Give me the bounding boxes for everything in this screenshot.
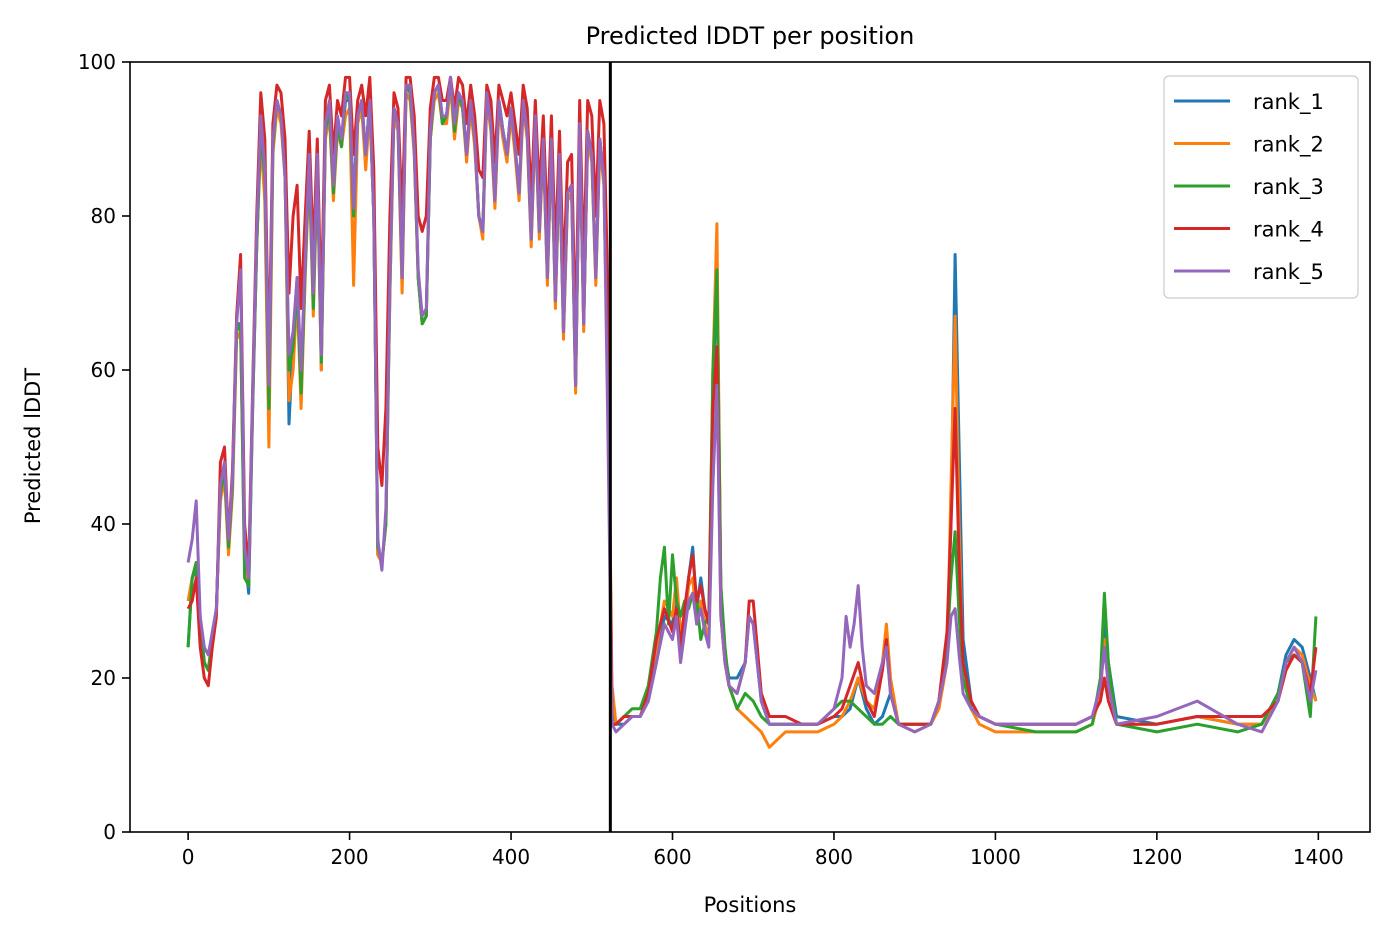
legend-box	[1163, 75, 1359, 299]
x-tick-label: 1200	[1131, 845, 1182, 869]
y-tick-label: 0	[103, 820, 116, 844]
legend-label-rank-2: rank_2	[1253, 133, 1324, 158]
y-tick-label: 20	[91, 666, 116, 690]
y-tick-label: 60	[91, 358, 116, 382]
x-tick-label: 600	[653, 845, 691, 869]
x-tick-label: 0	[182, 845, 195, 869]
x-tick-label: 400	[492, 845, 530, 869]
x-tick-label: 1000	[970, 845, 1021, 869]
x-tick-label: 800	[815, 845, 853, 869]
axes-frame	[129, 61, 1371, 833]
y-tick-label: 40	[91, 512, 116, 536]
legend: rank_1 rank_2 rank_3 rank_4 rank_5	[1163, 75, 1359, 299]
series-line-rank-5	[186, 75, 1318, 734]
legend-label-rank-1: rank_1	[1253, 90, 1324, 115]
y-axis-title: Predicted lDDT	[21, 368, 45, 524]
ticks-layer: 0 200 400 600 800 1000 1200 1400 0 20 40 60 80 100	[78, 50, 1344, 869]
x-tick-label: 200	[330, 845, 368, 869]
x-axis-title: Positions	[704, 893, 797, 917]
x-tick-label: 1400	[1293, 845, 1344, 869]
plot-area: 0 200 400 600 800 1000 1200 1400 0 20 40 60 80 100	[78, 50, 1371, 869]
legend-label-rank-5: rank_5	[1253, 260, 1324, 285]
legend-items: rank_1 rank_2 rank_3 rank_4 rank_5	[1174, 90, 1324, 285]
y-tick-label: 80	[91, 204, 116, 228]
lines-layer	[186, 75, 1318, 749]
legend-label-rank-3: rank_3	[1253, 175, 1324, 200]
chart-title: Predicted lDDT per position	[586, 22, 915, 50]
legend-label-rank-4: rank_4	[1253, 218, 1324, 243]
y-tick-label: 100	[78, 50, 116, 74]
